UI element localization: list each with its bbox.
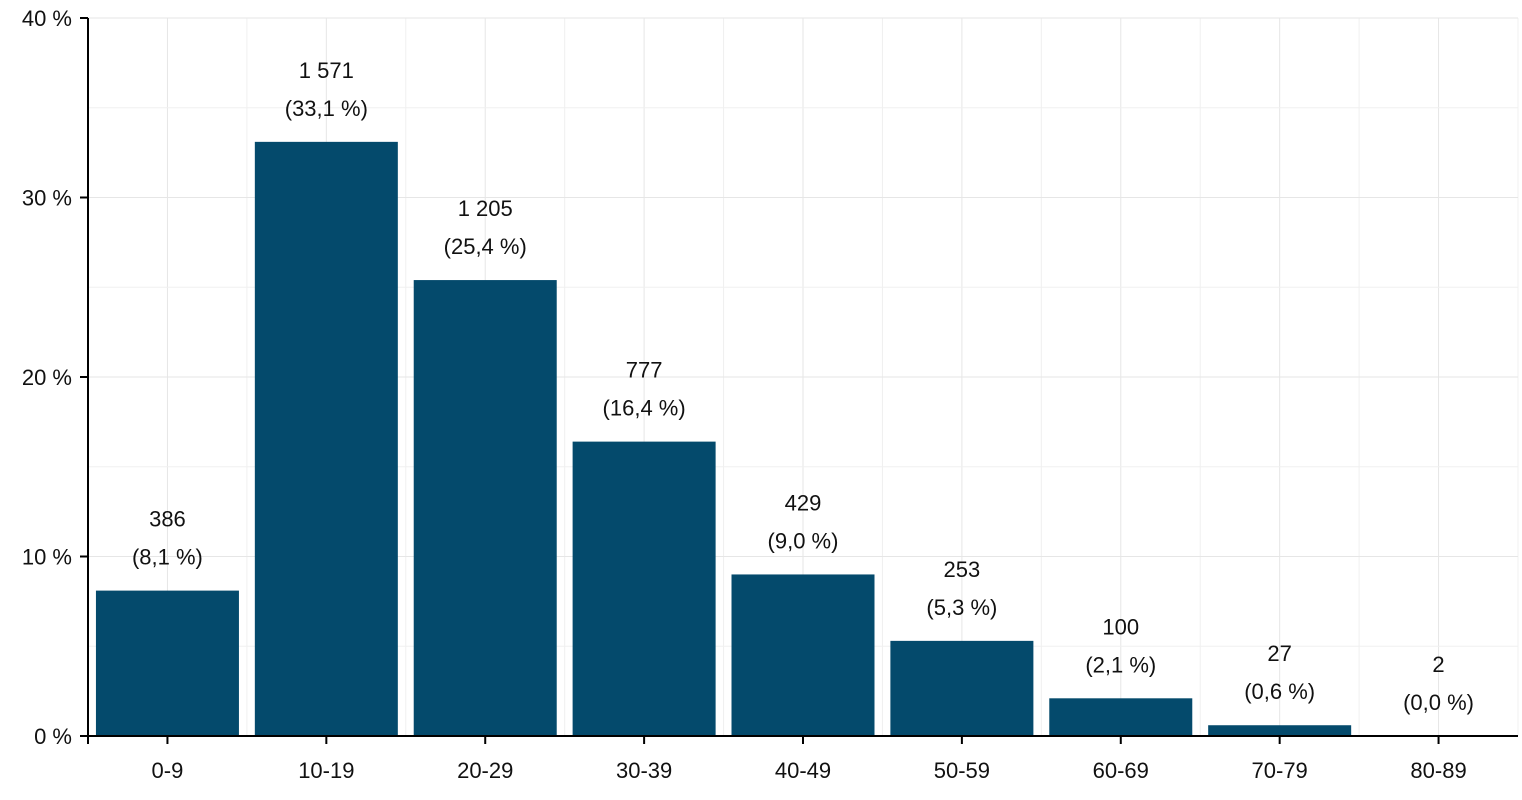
data-label-percent: (5,3 %) <box>926 595 997 620</box>
data-label-percent: (16,4 %) <box>603 396 686 421</box>
data-label-count: 1 571 <box>299 58 354 83</box>
bar-60-69 <box>1049 698 1193 736</box>
data-label-percent: (33,1 %) <box>285 96 368 121</box>
grid-layer <box>88 17 1519 736</box>
bar-40-49 <box>731 574 875 736</box>
x-tick-label: 30-39 <box>616 758 672 783</box>
data-label-count: 27 <box>1267 641 1291 666</box>
bar-0-9 <box>95 590 239 736</box>
data-label-count: 2 <box>1432 652 1444 677</box>
x-tick-label: 0-9 <box>152 758 184 783</box>
axes-layer: 0 % 10 % 20 % 30 % 40 % 0-9 10-19 20-29 30-39 40-… <box>22 6 1518 783</box>
x-tick-label: 40-49 <box>775 758 831 783</box>
x-tick-label: 50-59 <box>934 758 990 783</box>
bars-layer <box>95 141 1352 737</box>
data-label-count: 386 <box>149 507 186 532</box>
data-label-percent: (9,0 %) <box>768 528 839 553</box>
x-tick-label: 20-29 <box>457 758 513 783</box>
data-label-count: 1 205 <box>458 196 513 221</box>
data-label-count: 777 <box>626 358 663 383</box>
bar-70-79 <box>1208 725 1352 736</box>
y-tick-label: 20 % <box>22 365 72 390</box>
data-label-percent: (2,1 %) <box>1085 652 1156 677</box>
data-label-count: 100 <box>1102 614 1139 639</box>
x-tick-label: 80-89 <box>1410 758 1466 783</box>
bar-50-59 <box>890 640 1034 736</box>
bar-20-29 <box>413 280 557 736</box>
data-label-count: 253 <box>944 557 981 582</box>
bar-10-19 <box>254 141 398 737</box>
y-tick-label: 40 % <box>22 6 72 31</box>
bar-30-39 <box>572 441 716 736</box>
data-labels-layer: 386 (8,1 %) 1 571 (33,1 %) 1 205 (25,4 %) 777 (… <box>132 58 1474 715</box>
y-tick-label: 30 % <box>22 186 72 211</box>
data-label-percent: (25,4 %) <box>444 234 527 259</box>
x-tick-label: 10-19 <box>298 758 354 783</box>
data-label-percent: (0,6 %) <box>1244 679 1315 704</box>
y-tick-label: 0 % <box>34 724 72 749</box>
x-tick-label: 70-79 <box>1252 758 1308 783</box>
y-tick-label: 10 % <box>22 545 72 570</box>
data-label-percent: (8,1 %) <box>132 545 203 570</box>
x-tick-label: 60-69 <box>1093 758 1149 783</box>
data-label-percent: (0,0 %) <box>1403 690 1474 715</box>
data-label-count: 429 <box>785 490 822 515</box>
